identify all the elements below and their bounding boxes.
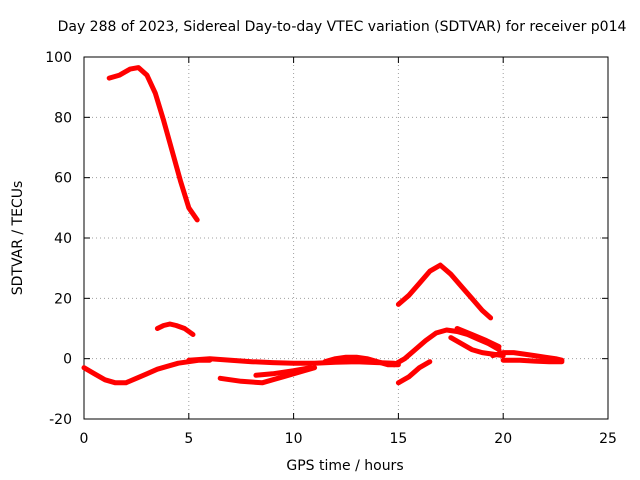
series-line-arc-7 xyxy=(322,354,401,368)
x-tick-label: 10 xyxy=(285,431,303,447)
series-line-arc-8 xyxy=(395,262,494,321)
series-line-arc-14 xyxy=(500,357,565,365)
series-line-arc-2 xyxy=(154,321,196,337)
series-line-arc-1 xyxy=(106,65,200,223)
y-tick-label: 60 xyxy=(54,171,72,187)
y-axis: -20 0 20 40 60 80 100 xyxy=(45,50,608,428)
x-tick-label: 20 xyxy=(494,431,512,447)
x-axis: 0 5 10 15 20 25 xyxy=(80,57,617,447)
x-tick-label: 15 xyxy=(389,431,407,447)
y-tick-label: 0 xyxy=(63,352,72,368)
chart-title: Day 288 of 2023, Sidereal Day-to-day VTE… xyxy=(58,19,627,35)
series-line-arc-10 xyxy=(395,359,433,386)
y-tick-label: 100 xyxy=(45,50,72,66)
series-line-arc-12 xyxy=(454,326,502,350)
y-tick-label: -20 xyxy=(49,412,72,428)
x-axis-label: GPS time / hours xyxy=(286,458,403,474)
y-axis-label: SDTVAR / TECUs xyxy=(10,181,26,296)
series-line-arc-13 xyxy=(490,350,565,363)
y-tick-label: 80 xyxy=(54,110,72,126)
x-tick-label: 5 xyxy=(184,431,193,447)
series-line-arc-9 xyxy=(391,327,502,368)
series-layer xyxy=(81,65,565,386)
y-tick-label: 20 xyxy=(54,291,72,307)
series-line-arc-4 xyxy=(186,356,397,366)
grid-lines xyxy=(84,57,608,419)
x-tick-label: 25 xyxy=(599,431,617,447)
y-tick-label: 40 xyxy=(54,231,72,247)
series-line-arc-6 xyxy=(253,365,313,378)
series-line-arc-3 xyxy=(81,357,213,386)
x-tick-label: 0 xyxy=(80,431,89,447)
